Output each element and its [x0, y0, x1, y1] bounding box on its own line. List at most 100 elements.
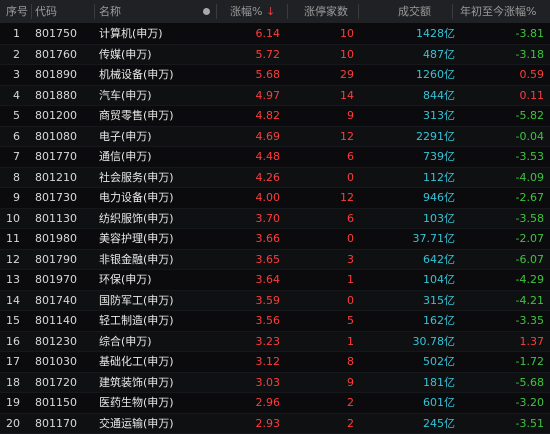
- row-volume: 30.78亿: [412, 334, 456, 348]
- row-volume: 162亿: [423, 314, 455, 327]
- table-row[interactable]: 2 801760 传媒(申万) 5.72 10 487亿 -3.18: [0, 44, 550, 65]
- row-code: 801730: [35, 191, 77, 204]
- row-code: 801790: [35, 252, 77, 266]
- table-row[interactable]: 1 801750 计算机(申万) 6.14 10 1428亿 -3.81: [0, 24, 550, 45]
- table-row[interactable]: 6 801080 电子(申万) 4.69 12 2291亿 -0.04: [0, 126, 550, 147]
- column-settings-dot-icon[interactable]: [203, 8, 210, 15]
- row-volume: 844亿: [423, 88, 455, 102]
- row-limit-up-count: 1: [347, 273, 354, 286]
- row-ytd: 1.37: [519, 334, 545, 348]
- row-limit-up-count: 10: [340, 27, 354, 40]
- row-name: 非银金融(申万): [99, 252, 174, 266]
- row-limit-up-count: 1: [347, 334, 354, 348]
- row-change: 4.26: [255, 170, 281, 184]
- row-ytd: -4.29: [515, 273, 544, 286]
- row-ytd: -3.35: [515, 314, 544, 327]
- row-index: 7: [13, 150, 20, 163]
- header-limit-up-count[interactable]: 涨停家数: [304, 5, 348, 18]
- row-name: 基础化工(申万): [99, 355, 174, 368]
- row-index: 10: [6, 211, 20, 225]
- table-row[interactable]: 15 801140 轻工制造(申万) 3.56 5 162亿 -3.35: [0, 311, 550, 332]
- table-row[interactable]: 5 801200 商贸零售(申万) 4.82 9 313亿 -5.82: [0, 106, 550, 127]
- table-row[interactable]: 18 801720 建筑装饰(申万) 3.03 9 181亿 -5.68: [0, 372, 550, 393]
- row-index: 3: [13, 68, 20, 81]
- row-change: 6.14: [255, 27, 281, 40]
- table-row[interactable]: 3 801890 机械设备(申万) 5.68 29 1260亿 0.59: [0, 65, 550, 86]
- row-index: 17: [6, 355, 20, 368]
- row-volume: 181亿: [423, 375, 455, 389]
- header-name[interactable]: 名称: [99, 5, 121, 18]
- row-change: 3.65: [255, 252, 281, 266]
- row-limit-up-count: 14: [340, 88, 354, 102]
- row-ytd: 0.59: [519, 68, 545, 81]
- table-row[interactable]: 19 801150 医药生物(申万) 2.96 2 601亿 -3.20: [0, 393, 550, 414]
- header-ytd[interactable]: 年初至今涨幅%: [460, 5, 537, 18]
- row-code: 801980: [35, 232, 77, 245]
- row-volume: 245亿: [423, 416, 455, 430]
- row-limit-up-count: 2: [347, 416, 354, 430]
- row-change: 3.12: [255, 355, 281, 368]
- row-volume: 1260亿: [416, 68, 455, 81]
- row-volume: 487亿: [423, 47, 455, 61]
- row-change: 5.72: [255, 47, 281, 61]
- row-ytd: -2.07: [515, 232, 544, 245]
- table-row[interactable]: 12 801790 非银金融(申万) 3.65 3 642亿 -6.07: [0, 249, 550, 270]
- row-code: 801210: [35, 170, 77, 184]
- row-ytd: -3.18: [515, 47, 544, 61]
- row-name: 建筑装饰(申万): [99, 375, 174, 389]
- row-volume: 1428亿: [416, 27, 455, 40]
- row-name: 电子(申万): [99, 129, 152, 143]
- header-index[interactable]: 序号: [6, 5, 28, 18]
- row-change: 3.66: [255, 232, 281, 245]
- row-limit-up-count: 29: [340, 68, 354, 81]
- row-name: 汽车(申万): [99, 88, 152, 102]
- table-row[interactable]: 9 801730 电力设备(申万) 4.00 12 946亿 -2.67: [0, 188, 550, 209]
- row-volume: 315亿: [423, 293, 455, 307]
- row-limit-up-count: 6: [347, 211, 354, 225]
- row-ytd: -3.81: [515, 27, 544, 40]
- table-row[interactable]: 4 801880 汽车(申万) 4.97 14 844亿 0.11: [0, 85, 550, 106]
- row-index: 14: [6, 293, 20, 307]
- row-name: 纺织服饰(申万): [99, 211, 174, 225]
- row-volume: 502亿: [423, 355, 455, 368]
- row-change: 4.69: [255, 129, 281, 143]
- row-ytd: -3.58: [515, 211, 544, 225]
- row-name: 综合(申万): [99, 334, 152, 348]
- row-ytd: -5.68: [515, 375, 544, 389]
- row-volume: 642亿: [423, 252, 455, 266]
- table-row[interactable]: 11 801980 美容护理(申万) 3.66 0 37.71亿 -2.07: [0, 229, 550, 250]
- table-row[interactable]: 14 801740 国防军工(申万) 3.59 0 315亿 -4.21: [0, 290, 550, 311]
- row-code: 801770: [35, 150, 77, 163]
- row-name: 机械设备(申万): [99, 68, 174, 81]
- table-row[interactable]: 8 801210 社会服务(申万) 4.26 0 112亿 -4.09: [0, 167, 550, 188]
- row-index: 1: [13, 27, 20, 40]
- row-code: 801030: [35, 355, 77, 368]
- table-row[interactable]: 17 801030 基础化工(申万) 3.12 8 502亿 -1.72: [0, 352, 550, 373]
- table-row[interactable]: 10 801130 纺织服饰(申万) 3.70 6 103亿 -3.58: [0, 208, 550, 229]
- row-change: 3.23: [255, 334, 281, 348]
- row-name: 轻工制造(申万): [99, 314, 174, 327]
- row-code: 801970: [35, 273, 77, 286]
- row-code: 801880: [35, 88, 77, 102]
- row-ytd: -1.72: [515, 355, 544, 368]
- row-ytd: -2.67: [515, 191, 544, 204]
- table-row[interactable]: 13 801970 环保(申万) 3.64 1 104亿 -4.29: [0, 270, 550, 291]
- table-row[interactable]: 20 801170 交通运输(申万) 2.93 2 245亿 -3.51: [0, 413, 550, 434]
- row-change: 5.68: [255, 68, 281, 81]
- row-change: 4.48: [255, 150, 281, 163]
- row-index: 12: [6, 252, 20, 266]
- header-change-sorted[interactable]: 涨幅% ↓: [230, 0, 275, 23]
- row-change: 2.96: [255, 396, 281, 409]
- row-name: 环保(申万): [99, 273, 152, 286]
- row-ytd: -3.51: [515, 416, 544, 430]
- row-limit-up-count: 0: [347, 293, 354, 307]
- header-volume[interactable]: 成交额: [398, 5, 431, 18]
- header-change: 涨幅%: [230, 5, 263, 18]
- row-code: 801720: [35, 375, 77, 389]
- row-code: 801740: [35, 293, 77, 307]
- row-limit-up-count: 0: [347, 232, 354, 245]
- header-code[interactable]: 代码: [35, 5, 57, 18]
- table-row[interactable]: 16 801230 综合(申万) 3.23 1 30.78亿 1.37: [0, 331, 550, 352]
- table-row[interactable]: 7 801770 通信(申万) 4.48 6 739亿 -3.53: [0, 147, 550, 168]
